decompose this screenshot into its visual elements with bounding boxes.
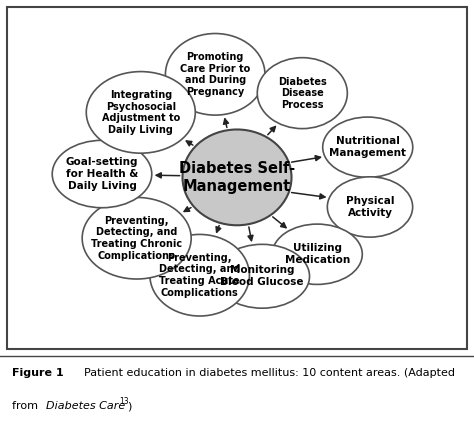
Ellipse shape (182, 129, 292, 225)
Text: ): ) (127, 402, 131, 412)
Text: Diabetes
Disease
Process: Diabetes Disease Process (278, 77, 327, 110)
Text: Monitoring
Blood Glucose: Monitoring Blood Glucose (220, 265, 304, 287)
Text: Diabetes Self-
Management: Diabetes Self- Management (179, 161, 295, 194)
Text: Figure 1: Figure 1 (12, 368, 64, 378)
Text: Promoting
Care Prior to
and During
Pregnancy: Promoting Care Prior to and During Pregn… (180, 52, 250, 97)
Ellipse shape (52, 140, 152, 208)
Text: from: from (12, 402, 41, 412)
Text: Preventing,
Detecting, and
Treating Chronic
Complications: Preventing, Detecting, and Treating Chro… (91, 216, 182, 261)
FancyBboxPatch shape (7, 7, 467, 350)
Ellipse shape (215, 244, 310, 308)
Ellipse shape (257, 58, 347, 129)
Text: Integrating
Psychosocial
Adjustment to
Daily Living: Integrating Psychosocial Adjustment to D… (101, 90, 180, 135)
Ellipse shape (165, 34, 265, 115)
Text: Preventing,
Detecting, and
Treating Acute
Complications: Preventing, Detecting, and Treating Acut… (159, 253, 240, 298)
Ellipse shape (82, 197, 191, 279)
Text: Patient education in diabetes mellitus: 10 content areas. (Adapted: Patient education in diabetes mellitus: … (70, 368, 455, 378)
Text: 13: 13 (119, 397, 129, 406)
Text: Physical
Activity: Physical Activity (346, 196, 394, 218)
Text: Diabetes Care: Diabetes Care (46, 402, 125, 412)
Ellipse shape (272, 224, 362, 284)
Text: Utilizing
Medication: Utilizing Medication (284, 243, 350, 265)
Text: Goal-setting
for Health &
Daily Living: Goal-setting for Health & Daily Living (66, 157, 138, 190)
Ellipse shape (86, 71, 195, 153)
Ellipse shape (150, 234, 249, 316)
Text: Nutritional
Management: Nutritional Management (329, 136, 406, 158)
Ellipse shape (323, 117, 413, 178)
Ellipse shape (328, 177, 413, 237)
